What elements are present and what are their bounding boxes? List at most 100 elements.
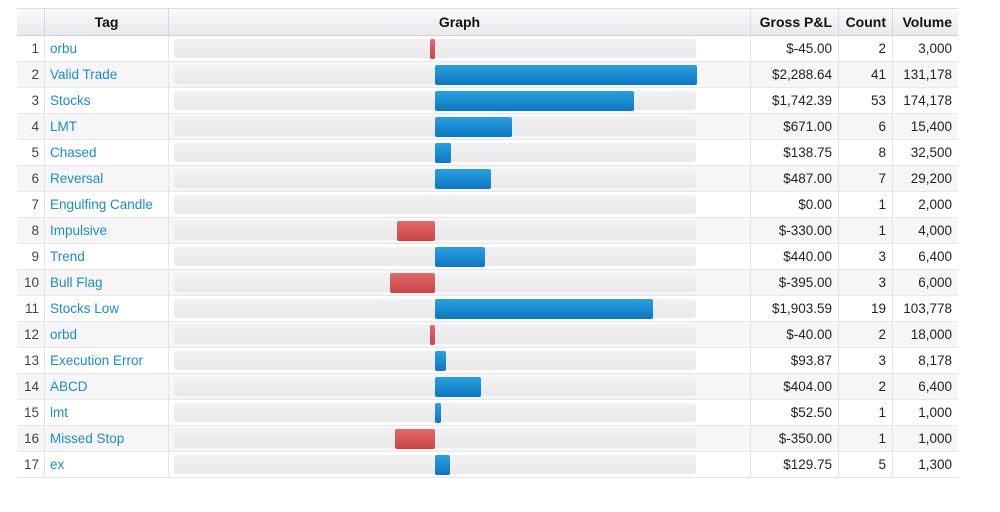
pnl-bar-positive [435, 117, 512, 137]
graph-cell [169, 452, 751, 477]
gross-pnl-cell: $404.00 [751, 374, 839, 399]
bar-track [174, 195, 696, 214]
table-row[interactable]: 7 Engulfing Candle $0.00 1 2,000 [17, 192, 958, 218]
bar-track [174, 429, 696, 448]
table-body: 1 orbu $-45.00 2 3,000 2 Valid Trade $2,288.64 4… [17, 36, 958, 478]
row-index: 14 [17, 374, 45, 399]
count-cell: 2 [839, 374, 893, 399]
gross-pnl-cell: $487.00 [751, 166, 839, 191]
tag-link[interactable]: Valid Trade [50, 67, 118, 82]
volume-cell: 29,200 [910, 171, 952, 186]
gross-pnl-cell: $-350.00 [751, 426, 839, 451]
bar-track [174, 39, 696, 58]
row-index: 5 [17, 140, 45, 165]
gross-pnl-cell: $138.75 [751, 140, 839, 165]
volume-cell: 1,300 [918, 457, 952, 472]
volume-cell: 6,400 [918, 379, 952, 394]
table-row[interactable]: 8 Impulsive $-330.00 1 4,000 [17, 218, 958, 244]
tag-cell: LMT [45, 114, 169, 139]
count-cell: 3 [839, 270, 893, 295]
volume-cell: 4,000 [918, 223, 952, 238]
tag-link[interactable]: Stocks Low [50, 301, 120, 316]
gross-pnl-cell: $2,288.64 [751, 62, 839, 87]
table-row[interactable]: 12 orbd $-40.00 2 18,000 [17, 322, 958, 348]
row-index: 2 [17, 62, 45, 87]
table-row[interactable]: 6 Reversal $487.00 7 29,200 [17, 166, 958, 192]
tag-link[interactable]: orbd [50, 327, 78, 342]
tag-link[interactable]: Execution Error [50, 353, 144, 368]
header-tag[interactable]: Tag [45, 9, 169, 35]
tag-link[interactable]: orbu [50, 41, 78, 56]
tag-link[interactable]: Reversal [50, 171, 104, 186]
count-cell: 1 [839, 426, 893, 451]
row-index: 11 [17, 296, 45, 321]
table-row[interactable]: 10 Bull Flag $-395.00 3 6,000 [17, 270, 958, 296]
row-index: 6 [17, 166, 45, 191]
tag-cell: Impulsive [45, 218, 169, 243]
count-cell: 41 [839, 62, 893, 87]
table-row[interactable]: 15 lmt $52.50 1 1,000 [17, 400, 958, 426]
gross-pnl-cell: $-40.00 [751, 322, 839, 347]
bar-track [174, 273, 696, 292]
tag-link[interactable]: Chased [50, 145, 97, 160]
graph-cell [169, 140, 751, 165]
tag-link[interactable]: ABCD [50, 379, 88, 394]
tag-cell: Stocks [45, 88, 169, 113]
volume-cell: 6,400 [918, 249, 952, 264]
tag-link[interactable]: Bull Flag [50, 275, 103, 290]
table-row[interactable]: 16 Missed Stop $-350.00 1 1,000 [17, 426, 958, 452]
graph-cell [169, 322, 751, 347]
tag-cell: Bull Flag [45, 270, 169, 295]
row-index: 9 [17, 244, 45, 269]
header-gross-pnl[interactable]: Gross P&L [751, 9, 839, 35]
header-count[interactable]: Count [839, 9, 893, 35]
tag-report-table: Tag Graph Gross P&L Count Volume 1 orbu $-… [17, 8, 958, 478]
tag-link[interactable]: Stocks [50, 93, 91, 108]
table-row[interactable]: 1 orbu $-45.00 2 3,000 [17, 36, 958, 62]
gross-pnl-cell: $-395.00 [751, 270, 839, 295]
table-row[interactable]: 11 Stocks Low $1,903.59 19 103,778 [17, 296, 958, 322]
table-row[interactable]: 3 Stocks $1,742.39 53 174,178 [17, 88, 958, 114]
tag-cell: Stocks Low [45, 296, 169, 321]
count-cell: 1 [839, 400, 893, 425]
gross-pnl-cell: $52.50 [751, 400, 839, 425]
gross-pnl-cell: $129.75 [751, 452, 839, 477]
pnl-bar-negative [394, 429, 435, 449]
graph-cell [169, 426, 751, 451]
tag-link[interactable]: Missed Stop [50, 431, 125, 446]
count-cell: 6 [839, 114, 893, 139]
pnl-bar-positive [435, 299, 653, 319]
tag-link[interactable]: Engulfing Candle [50, 197, 153, 212]
gross-pnl-cell: $440.00 [751, 244, 839, 269]
volume-cell: 131,178 [903, 67, 952, 82]
volume-cell: 174,178 [903, 93, 952, 108]
table-row[interactable]: 2 Valid Trade $2,288.64 41 131,178 [17, 62, 958, 88]
gross-pnl-cell: $0.00 [751, 192, 839, 217]
gross-pnl-cell: $93.87 [751, 348, 839, 373]
volume-cell: 2,000 [918, 197, 952, 212]
table-row[interactable]: 4 LMT $671.00 6 15,400 [17, 114, 958, 140]
volume-cell: 15,400 [910, 119, 952, 134]
header-volume[interactable]: Volume [902, 14, 952, 30]
tag-link[interactable]: LMT [50, 119, 77, 134]
table-row[interactable]: 14 ABCD $404.00 2 6,400 [17, 374, 958, 400]
table-header: Tag Graph Gross P&L Count Volume [17, 8, 958, 36]
volume-cell: 1,000 [918, 431, 952, 446]
table-row[interactable]: 5 Chased $138.75 8 32,500 [17, 140, 958, 166]
graph-cell [169, 114, 751, 139]
tag-link[interactable]: Trend [50, 249, 85, 264]
volume-cell: 3,000 [918, 41, 952, 56]
tag-link[interactable]: lmt [50, 405, 68, 420]
table-row[interactable]: 13 Execution Error $93.87 3 8,178 [17, 348, 958, 374]
tag-link[interactable]: ex [50, 457, 65, 472]
row-index: 17 [17, 452, 45, 477]
graph-cell [169, 400, 751, 425]
count-cell: 1 [839, 192, 893, 217]
count-cell: 19 [839, 296, 893, 321]
table-row[interactable]: 9 Trend $440.00 3 6,400 [17, 244, 958, 270]
row-index: 1 [17, 36, 45, 61]
pnl-bar-negative [429, 39, 435, 59]
table-row[interactable]: 17 ex $129.75 5 1,300 [17, 452, 958, 478]
tag-link[interactable]: Impulsive [50, 223, 108, 238]
pnl-bar-positive [435, 65, 697, 85]
